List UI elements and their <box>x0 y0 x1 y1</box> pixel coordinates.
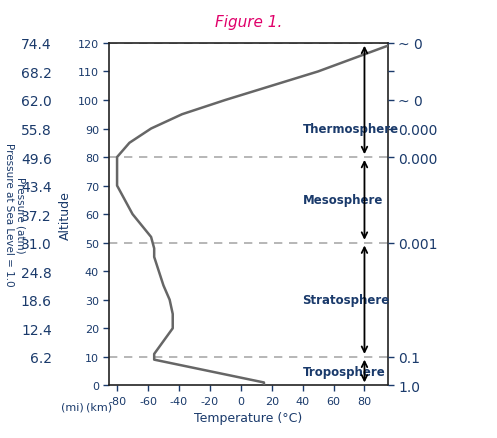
Text: Troposphere: Troposphere <box>303 365 385 378</box>
Text: Stratosphere: Stratosphere <box>303 293 390 307</box>
Y-axis label: Altitude: Altitude <box>59 190 72 239</box>
Y-axis label: Pressure (atm)
Pressure at Sea Level = 1.0: Pressure (atm) Pressure at Sea Level = 1… <box>4 143 26 286</box>
Text: Thermosphere: Thermosphere <box>303 123 399 136</box>
Text: Figure 1.: Figure 1. <box>215 15 282 30</box>
Text: (mi): (mi) <box>61 402 83 412</box>
X-axis label: Temperature (°C): Temperature (°C) <box>194 411 303 424</box>
Text: (km): (km) <box>86 402 112 412</box>
Text: Mesosphere: Mesosphere <box>303 194 383 207</box>
